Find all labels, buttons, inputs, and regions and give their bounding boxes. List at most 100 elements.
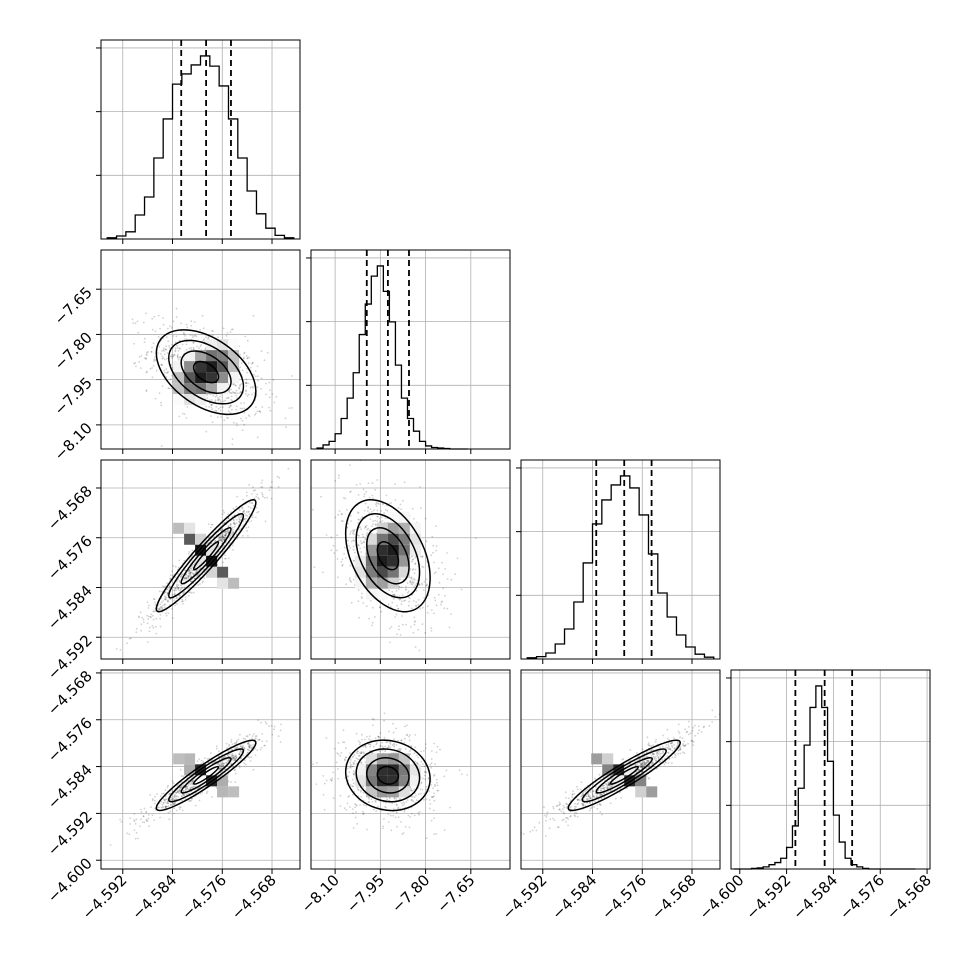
sample-point — [667, 751, 669, 754]
sample-point — [337, 476, 340, 479]
density-cell — [206, 544, 218, 556]
sample-point — [191, 779, 194, 782]
sample-point — [271, 486, 273, 489]
sample-point — [173, 592, 176, 595]
sample-point — [191, 549, 194, 552]
panel-content — [312, 712, 469, 840]
sample-point — [220, 529, 222, 532]
density-cell — [173, 383, 185, 395]
sample-point — [368, 496, 371, 499]
density-cell — [387, 544, 399, 556]
sample-point — [392, 814, 395, 817]
sample-point — [235, 756, 238, 759]
sample-point — [400, 739, 403, 742]
sample-point — [291, 407, 293, 409]
sample-point — [243, 510, 245, 513]
sample-point — [358, 616, 360, 619]
sample-point — [242, 510, 245, 513]
sample-point — [186, 792, 188, 795]
sample-point — [139, 611, 142, 614]
density-cell — [365, 533, 377, 545]
sample-point — [207, 337, 210, 340]
sample-point — [424, 770, 426, 773]
sample-point — [552, 807, 555, 810]
density-cell — [354, 566, 366, 578]
sample-point — [221, 533, 224, 536]
sample-point — [390, 625, 393, 628]
sample-point — [374, 616, 376, 618]
sample-point — [179, 786, 181, 789]
sample-point — [419, 486, 421, 488]
sample-point — [173, 593, 176, 596]
sample-point — [245, 385, 248, 387]
density-cell — [376, 544, 388, 556]
sample-point — [166, 805, 169, 808]
sample-point — [145, 819, 148, 822]
sample-point — [113, 674, 115, 676]
sample-point — [252, 489, 255, 492]
sample-point — [179, 806, 182, 808]
sample-point — [410, 799, 413, 801]
sample-point — [359, 483, 362, 485]
sample-point — [341, 564, 343, 567]
sample-point — [389, 641, 391, 644]
sample-point — [229, 511, 232, 514]
sample-point — [215, 747, 218, 750]
sample-point — [404, 599, 407, 602]
sample-point — [379, 732, 382, 734]
sample-point — [184, 578, 187, 580]
sample-point — [378, 517, 381, 520]
sample-point — [220, 757, 223, 759]
sample-point — [164, 805, 167, 808]
sample-point — [247, 748, 250, 751]
sample-point — [369, 743, 372, 746]
sample-point — [165, 357, 168, 360]
sample-point — [246, 752, 249, 754]
sample-point — [159, 614, 162, 616]
sample-point — [244, 451, 246, 453]
sample-point — [371, 510, 373, 513]
density-cell — [228, 786, 240, 798]
sample-point — [218, 764, 221, 767]
sample-point — [353, 773, 355, 776]
sample-point — [169, 325, 171, 327]
density-cell — [184, 372, 196, 384]
sample-point — [221, 535, 224, 538]
sample-point — [244, 738, 247, 740]
sample-point — [154, 807, 156, 810]
sample-point — [226, 532, 228, 535]
sample-point — [205, 405, 208, 408]
sample-point — [277, 486, 280, 488]
sample-point — [398, 747, 401, 750]
sample-point — [190, 797, 193, 800]
sample-point — [179, 787, 182, 790]
sample-point — [602, 792, 605, 795]
sample-point — [164, 595, 166, 598]
sample-point — [359, 526, 362, 528]
sample-point — [174, 587, 177, 590]
density-cell — [354, 775, 366, 787]
sample-point — [433, 833, 436, 835]
sample-point — [240, 516, 243, 519]
sample-point — [138, 361, 141, 363]
sample-point — [653, 755, 655, 758]
sample-point — [185, 793, 188, 796]
sample-point — [652, 761, 654, 763]
sample-point — [184, 599, 187, 601]
sample-point — [279, 741, 282, 743]
sample-point — [159, 795, 162, 798]
sample-point — [163, 798, 166, 801]
sample-point — [224, 557, 227, 560]
sample-point — [376, 515, 378, 518]
sample-point — [393, 594, 396, 597]
sample-point — [430, 609, 433, 611]
sample-point — [322, 793, 325, 796]
sample-point — [435, 549, 438, 552]
sample-point — [235, 747, 238, 749]
sample-point — [559, 803, 562, 806]
sample-point — [423, 798, 425, 801]
contour-line — [155, 499, 257, 613]
sample-point — [248, 749, 251, 752]
sample-point — [205, 336, 207, 338]
sample-point — [176, 583, 178, 586]
